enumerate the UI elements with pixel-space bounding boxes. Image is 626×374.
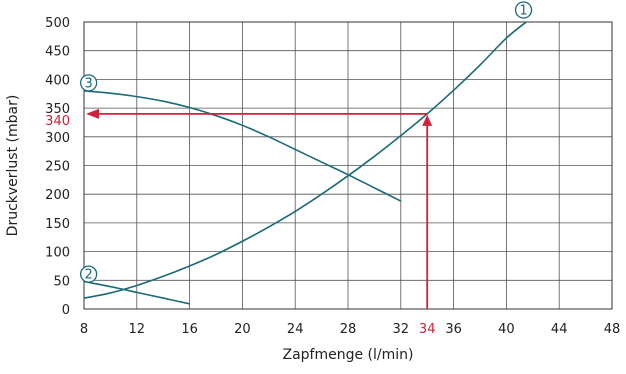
x-tick-label: 44 [551, 322, 568, 337]
series-label-circle-2 [79, 265, 98, 283]
y-tick-label: 300 [45, 131, 70, 146]
y-tick-label: 150 [45, 217, 70, 232]
series-label-3: 3 [84, 76, 92, 91]
series-label-2: 2 [84, 268, 92, 283]
annotation-y-label: 340 [45, 114, 70, 129]
x-tick-label: 8 [80, 322, 88, 337]
series-label-1: 1 [519, 4, 527, 19]
y-tick-label: 200 [45, 188, 70, 203]
tick-labels: 8 12 16 20 24 28 32 36 40 44 480501001502002503003… [45, 16, 620, 337]
y-axis-title: Druckverlust (mbar) [5, 95, 21, 237]
plot-frame [83, 21, 613, 310]
operating-point-annotation: 34 340 [45, 108, 436, 337]
y-tick-label: 500 [45, 16, 70, 31]
series-lines [83, 21, 527, 305]
x-tick-label: 36 [445, 322, 462, 337]
x-tick-label: 28 [340, 322, 357, 337]
grid [83, 21, 613, 310]
y-tick-label: 100 [45, 246, 70, 261]
y-tick-label: 350 [45, 102, 70, 117]
y-tick-label: 450 [45, 45, 70, 60]
x-axis-title: Zapfmenge (l/min) [283, 347, 414, 363]
y-tick-label: 250 [45, 160, 70, 175]
series-line-3 [83, 90, 402, 202]
x-tick-label: 40 [498, 322, 515, 337]
y-tick-label: 400 [45, 73, 70, 88]
annotation-x-label: 34 [419, 322, 436, 337]
series-label-circle-3 [79, 74, 98, 92]
series-line-1 [83, 21, 527, 299]
series-label-circle-1 [514, 1, 533, 19]
series-line-2 [83, 280, 190, 305]
curve-labels: 1 2 3 [79, 1, 533, 283]
vertical-arrow-head [422, 114, 433, 126]
x-tick-label: 12 [129, 322, 146, 337]
x-tick-label: 16 [181, 322, 198, 337]
x-tick-label: 32 [393, 322, 410, 337]
y-tick-label: 0 [62, 303, 70, 318]
x-tick-label: 20 [234, 322, 251, 337]
x-tick-label: 48 [604, 322, 621, 337]
x-tick-label: 24 [287, 322, 304, 337]
y-tick-label: 50 [53, 274, 70, 289]
horizontal-arrow-head [86, 108, 99, 119]
